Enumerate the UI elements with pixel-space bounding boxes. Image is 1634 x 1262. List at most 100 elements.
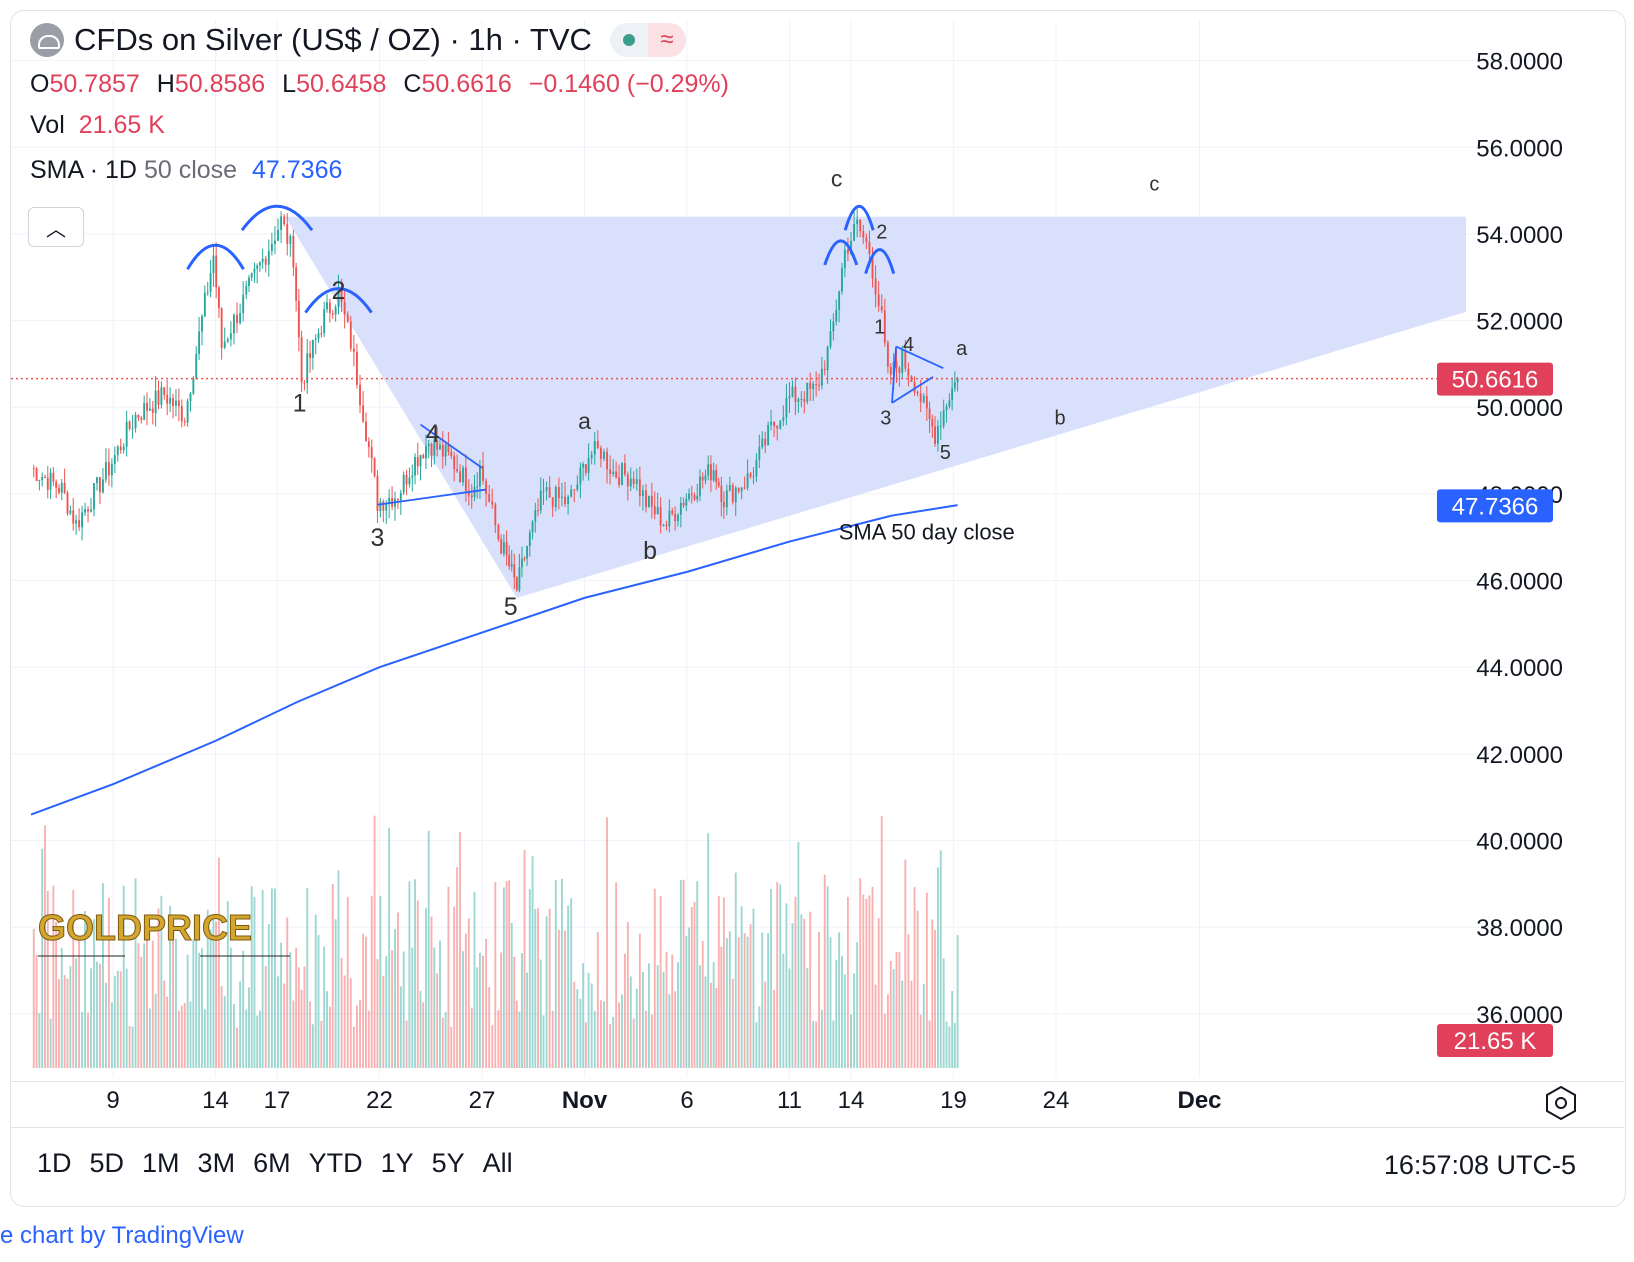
candle-body	[746, 473, 749, 488]
tradingview-credit-link[interactable]: e chart by TradingView	[0, 1222, 244, 1249]
candle-body	[337, 289, 340, 308]
volume-bar	[220, 986, 223, 1068]
axis-settings-icon[interactable]	[1546, 1085, 1576, 1121]
candle-body	[505, 542, 508, 556]
volume-label: Vol	[30, 111, 65, 139]
volume-bar	[712, 961, 715, 1068]
volume-bar	[309, 1001, 311, 1068]
volume-bar	[826, 886, 829, 1068]
range-5d[interactable]: 5D	[89, 1148, 125, 1178]
candle-body	[770, 421, 772, 426]
volume-bar	[226, 901, 229, 1068]
clock-timezone[interactable]: 16:57:08 UTC-5	[1383, 1150, 1576, 1180]
candle-body	[63, 482, 66, 493]
volume-bar	[557, 929, 560, 1068]
candle-body	[734, 487, 737, 503]
volume-bar	[752, 908, 755, 1068]
volume-bar	[81, 1011, 84, 1068]
silver-symbol-icon	[30, 23, 64, 57]
range-1m[interactable]: 1M	[142, 1148, 180, 1178]
candle-body	[397, 498, 399, 501]
wave-label: 3	[880, 408, 891, 430]
volume-legend[interactable]: Vol 21.65 K	[30, 111, 165, 140]
volume-bar	[910, 980, 913, 1068]
volume-bar	[874, 984, 877, 1068]
volume-bar	[411, 947, 414, 1068]
candle-body	[889, 366, 892, 375]
volume-bar	[609, 1023, 612, 1068]
candle-body	[414, 457, 416, 476]
volume-bar	[841, 956, 843, 1068]
range-1y[interactable]: 1Y	[380, 1148, 414, 1178]
wave-label: 5	[504, 593, 518, 621]
volume-bar	[362, 933, 365, 1068]
volume-bar	[388, 827, 391, 1068]
volume-bar	[638, 933, 641, 1068]
volume-bar	[809, 911, 812, 1068]
candle-body	[128, 421, 131, 429]
candle-body	[459, 471, 461, 483]
y-tick-label: 52.0000	[1476, 309, 1563, 336]
candle-body	[508, 555, 511, 567]
volume-bar	[720, 946, 723, 1068]
candle-body	[615, 471, 618, 478]
volume-bar	[201, 948, 203, 1068]
collapse-legend-button[interactable]: ︿	[28, 207, 84, 247]
candle-body	[641, 490, 644, 496]
volume-bar	[779, 884, 782, 1068]
volume-bar	[295, 947, 298, 1068]
volume-bar	[444, 1012, 447, 1068]
volume-bar	[776, 882, 779, 1068]
volume-bar	[773, 989, 776, 1068]
candle-body	[659, 507, 662, 526]
symbol-title[interactable]: CFDs on Silver (US$ / OZ) · 1h · TVC	[74, 22, 592, 57]
candle-body	[638, 479, 641, 496]
volume-bar	[441, 1017, 444, 1068]
candle-body	[206, 291, 209, 293]
candle-body	[297, 300, 300, 338]
volume-bar	[951, 991, 954, 1068]
volume-bar	[502, 887, 505, 1068]
candle-body	[134, 414, 137, 429]
range-3m[interactable]: 3M	[197, 1148, 236, 1178]
volume-bar	[856, 942, 859, 1068]
candle-body	[510, 564, 513, 567]
range-1d[interactable]: 1D	[37, 1148, 72, 1178]
volume-bar	[44, 825, 46, 1068]
x-tick-label: 14	[202, 1087, 229, 1114]
candle-body	[441, 444, 444, 457]
volume-bar	[623, 953, 626, 1068]
candle-body	[226, 339, 229, 342]
volume-bar	[292, 1000, 295, 1068]
range-5y[interactable]: 5Y	[431, 1148, 465, 1178]
sma-legend[interactable]: SMA · 1D 50 close 47.7366	[30, 156, 342, 185]
volume-bar	[800, 914, 803, 1068]
volume-bar	[615, 882, 618, 1068]
candle-body	[81, 512, 84, 528]
candle-body	[898, 367, 901, 373]
volume-bar	[749, 924, 752, 1068]
trendline	[895, 345, 944, 370]
y-tick-label: 56.0000	[1476, 135, 1563, 162]
volume-bar	[846, 896, 849, 1068]
range-ytd[interactable]: YTD	[308, 1148, 363, 1178]
volume-bar	[125, 968, 128, 1068]
candle-body	[823, 368, 826, 371]
candle-body	[340, 289, 343, 302]
volume-bar	[593, 1011, 596, 1068]
wave-label: 3	[370, 524, 384, 552]
range-all[interactable]: All	[482, 1148, 513, 1178]
status-pill[interactable]: ≈	[609, 23, 686, 57]
candle-body	[671, 510, 674, 514]
candle-body	[712, 470, 715, 481]
candle-body	[99, 477, 101, 493]
volume-bar	[945, 1021, 948, 1068]
candle-body	[326, 302, 328, 310]
candle-body	[650, 495, 653, 507]
volume-bar	[261, 889, 264, 1068]
volume-bar	[865, 898, 868, 1068]
range-selector: 1D 5D 1M 3M 6M YTD 1Y 5Y All	[28, 1148, 522, 1179]
wave-label: b	[1055, 408, 1066, 430]
range-6m[interactable]: 6M	[253, 1148, 291, 1178]
